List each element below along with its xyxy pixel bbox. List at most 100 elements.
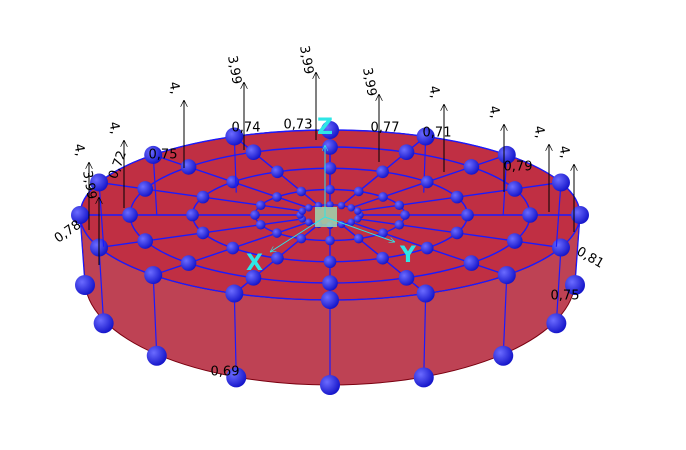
- load-label: 4,: [71, 143, 88, 158]
- node-label: 0,73: [284, 118, 313, 133]
- node: [413, 367, 434, 388]
- node-label: 0,69: [211, 365, 240, 380]
- node: [463, 255, 480, 271]
- node: [225, 284, 244, 303]
- node: [326, 201, 334, 209]
- node-label: 0,75: [149, 148, 178, 163]
- node: [196, 226, 210, 240]
- node-label: 0,75: [551, 289, 580, 304]
- node: [571, 206, 589, 224]
- node: [400, 210, 410, 220]
- node: [565, 275, 585, 295]
- node: [450, 190, 464, 204]
- mesh-edge: [555, 247, 562, 324]
- labels: 4,4,4,3,99 3,993,99 4,4,4,4,3,990,780,72 0,…: [52, 44, 606, 379]
- node: [450, 226, 464, 240]
- load-label: 4,: [166, 81, 183, 96]
- load-label: 3,99: [296, 44, 316, 75]
- node: [245, 270, 262, 286]
- node: [322, 275, 338, 291]
- node: [93, 313, 114, 334]
- node-label: 0,77: [371, 121, 400, 136]
- node: [353, 233, 364, 244]
- node-label: 0,79: [504, 160, 533, 175]
- z-label: Z: [317, 115, 333, 140]
- mesh-edge: [574, 214, 581, 286]
- mesh-edge: [98, 182, 105, 247]
- node: [255, 200, 266, 211]
- node: [180, 159, 197, 175]
- mesh-edge: [502, 275, 508, 356]
- load-label: 3,99: [224, 54, 244, 85]
- node-label: 0,74: [232, 121, 261, 136]
- node: [420, 175, 434, 189]
- node: [376, 165, 389, 179]
- node: [394, 200, 405, 211]
- mesh-edge: [423, 293, 427, 378]
- node: [546, 313, 567, 334]
- load-label: 4,: [556, 145, 573, 160]
- mesh-edge: [98, 247, 105, 324]
- node: [522, 207, 538, 223]
- mesh-edge: [152, 275, 158, 356]
- node: [226, 175, 240, 189]
- node: [137, 233, 154, 249]
- node: [196, 190, 210, 204]
- load-label: 4,: [106, 121, 123, 136]
- node: [144, 266, 163, 285]
- node: [180, 255, 197, 271]
- node: [416, 127, 435, 146]
- node: [506, 181, 523, 197]
- loads: [89, 72, 574, 265]
- load-label: 3,99: [79, 169, 99, 200]
- node-label: 0,81: [574, 244, 607, 271]
- axis-triad: Z X Y: [246, 115, 417, 276]
- mesh-edge: [79, 214, 86, 286]
- node: [394, 219, 405, 230]
- mesh-edge: [152, 154, 158, 215]
- node: [226, 367, 247, 388]
- node: [186, 208, 199, 222]
- node: [376, 251, 389, 265]
- node: [347, 218, 355, 226]
- node: [320, 375, 340, 395]
- node: [271, 165, 284, 179]
- node: [353, 215, 362, 223]
- load-label: 4,: [531, 125, 548, 140]
- load-label: 4,: [486, 105, 503, 120]
- node: [255, 219, 266, 230]
- node: [321, 291, 339, 309]
- node: [325, 184, 335, 195]
- node: [250, 210, 260, 220]
- x-label: X: [246, 251, 263, 276]
- node: [296, 186, 307, 197]
- node: [272, 192, 282, 202]
- load-label: 4,: [426, 85, 443, 100]
- node: [323, 161, 337, 175]
- node: [353, 186, 364, 197]
- node: [305, 218, 313, 226]
- node: [378, 192, 388, 202]
- node: [463, 159, 480, 175]
- node: [75, 275, 95, 295]
- y-label: Y: [399, 243, 417, 268]
- node: [122, 207, 138, 223]
- node: [353, 207, 362, 215]
- node: [321, 121, 339, 139]
- mesh-edge: [233, 293, 237, 378]
- node-label: 0,71: [423, 126, 452, 141]
- node: [245, 144, 262, 160]
- node: [226, 241, 240, 255]
- node: [506, 233, 523, 249]
- node: [323, 255, 337, 269]
- x-axis: [270, 216, 326, 253]
- node: [90, 173, 109, 192]
- node: [272, 228, 282, 238]
- node: [461, 208, 474, 222]
- node: [378, 228, 388, 238]
- node: [347, 204, 355, 212]
- mesh: [71, 121, 589, 395]
- node: [398, 144, 415, 160]
- mesh-edge: [233, 136, 237, 193]
